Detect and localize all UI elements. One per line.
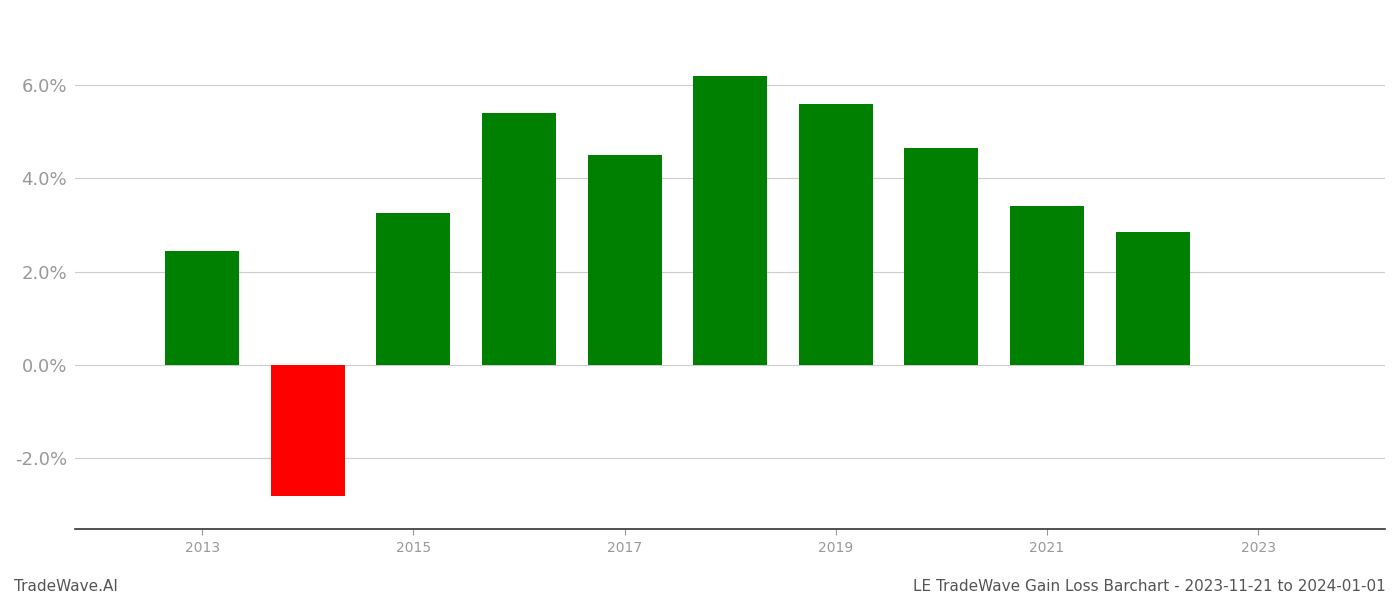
Text: TradeWave.AI: TradeWave.AI: [14, 579, 118, 594]
Bar: [904, 148, 979, 365]
Bar: [1116, 232, 1190, 365]
Bar: [270, 365, 344, 496]
Text: LE TradeWave Gain Loss Barchart - 2023-11-21 to 2024-01-01: LE TradeWave Gain Loss Barchart - 2023-1…: [913, 579, 1386, 594]
Bar: [482, 113, 556, 365]
Bar: [1009, 206, 1084, 365]
Bar: [165, 251, 239, 365]
Bar: [693, 76, 767, 365]
Bar: [377, 214, 451, 365]
Bar: [799, 104, 872, 365]
Bar: [588, 155, 662, 365]
